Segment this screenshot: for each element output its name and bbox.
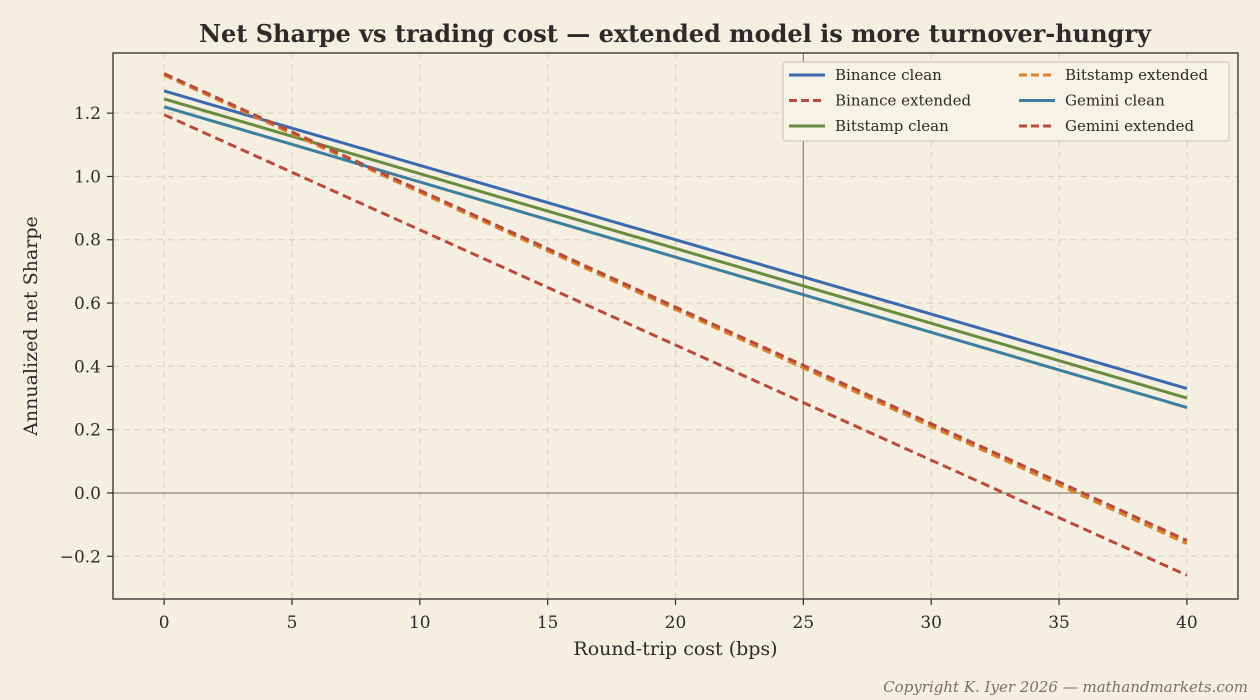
x-tick-label: 30 — [920, 613, 942, 633]
series-line-bitstamp-extended — [163, 73, 1188, 545]
legend-label: Bitstamp clean — [835, 117, 949, 135]
chart-title: Net Sharpe vs trading cost — extended mo… — [199, 19, 1152, 48]
reference-lines — [113, 53, 1238, 599]
series-lines — [163, 72, 1188, 577]
copyright-notice: Copyright K. Iyer 2026 — mathandmarkets.… — [883, 678, 1248, 696]
legend-label: Binance clean — [835, 66, 942, 84]
y-tick-label: 0.4 — [74, 357, 101, 377]
x-tick-label: 15 — [537, 613, 559, 633]
y-ticks: −0.2 0.0 0.2 0.4 0.6 0.8 1.0 1.2 — [60, 104, 113, 567]
series-line-bitstamp-clean — [163, 97, 1188, 400]
y-tick-label: 0.0 — [74, 484, 101, 504]
legend-label: Gemini extended — [1065, 117, 1194, 135]
x-tick-label: 40 — [1176, 613, 1198, 633]
y-tick-label: 0.8 — [74, 231, 101, 251]
legend-label: Gemini clean — [1065, 92, 1165, 110]
y-tick-label: −0.2 — [60, 547, 101, 567]
x-tick-label: 10 — [409, 613, 431, 633]
series-line-binance-clean — [163, 89, 1188, 390]
legend-label: Bitstamp extended — [1065, 66, 1208, 84]
x-tick-label: 20 — [665, 613, 687, 633]
x-tick-label: 35 — [1048, 613, 1070, 633]
x-tick-label: 5 — [287, 613, 298, 633]
x-tick-label: 0 — [159, 613, 170, 633]
y-tick-label: 0.6 — [74, 294, 101, 314]
legend: Binance clean Binance extended Bitstamp cl… — [782, 61, 1230, 142]
series-line-gemini-clean — [163, 105, 1188, 409]
legend-label: Binance extended — [835, 92, 972, 110]
x-axis-label: Round-trip cost (bps) — [573, 638, 777, 660]
y-axis-label: Annualized net Sharpe — [20, 216, 42, 437]
y-tick-label: 0.2 — [74, 421, 101, 441]
x-ticks: 0 5 10 15 20 25 30 35 40 — [159, 599, 1198, 633]
series-line-gemini-extended — [163, 72, 1188, 542]
x-tick-label: 25 — [793, 613, 815, 633]
legend-box — [782, 61, 1230, 142]
series-line-binance-extended — [163, 113, 1188, 577]
y-tick-label: 1.2 — [74, 104, 101, 124]
y-tick-label: 1.0 — [74, 167, 101, 187]
